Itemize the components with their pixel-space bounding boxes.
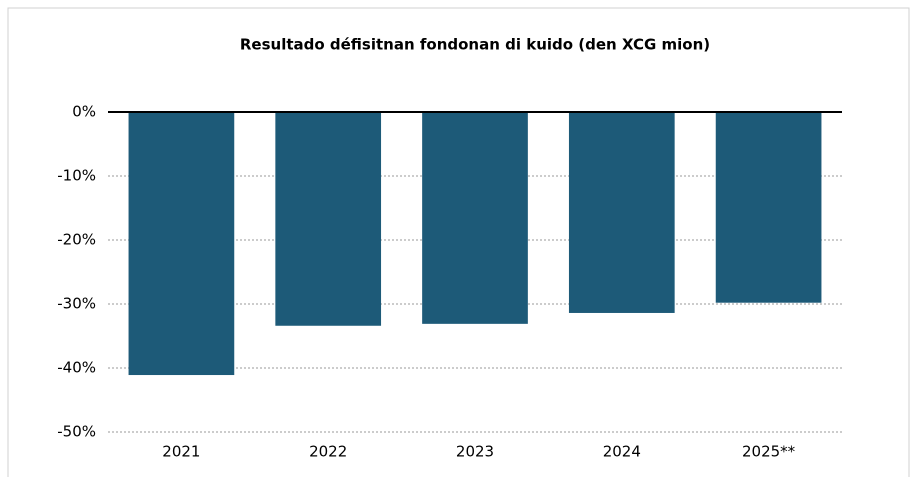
bar	[568, 112, 675, 313]
frame	[7, 7, 910, 477]
x-tick-label: 2022	[309, 443, 347, 461]
y-tick-label: -50%	[57, 423, 96, 441]
y-tick-label: 0%	[72, 103, 96, 121]
chart-title: Resultado défisitnan fondonan di kuido (…	[240, 36, 710, 54]
x-tick-label: 2025**	[742, 443, 796, 461]
y-tick-label: -30%	[57, 295, 96, 313]
bar	[715, 112, 822, 303]
bar	[422, 112, 528, 324]
x-tick-label: 2021	[162, 443, 200, 461]
y-tick-label: -10%	[57, 167, 96, 185]
bar	[275, 112, 382, 326]
y-tick-label: -40%	[57, 359, 96, 377]
x-tick-label: 2023	[456, 443, 494, 461]
y-tick-label: -20%	[57, 231, 96, 249]
x-tick-label: 2024	[603, 443, 641, 461]
bar	[128, 112, 235, 376]
